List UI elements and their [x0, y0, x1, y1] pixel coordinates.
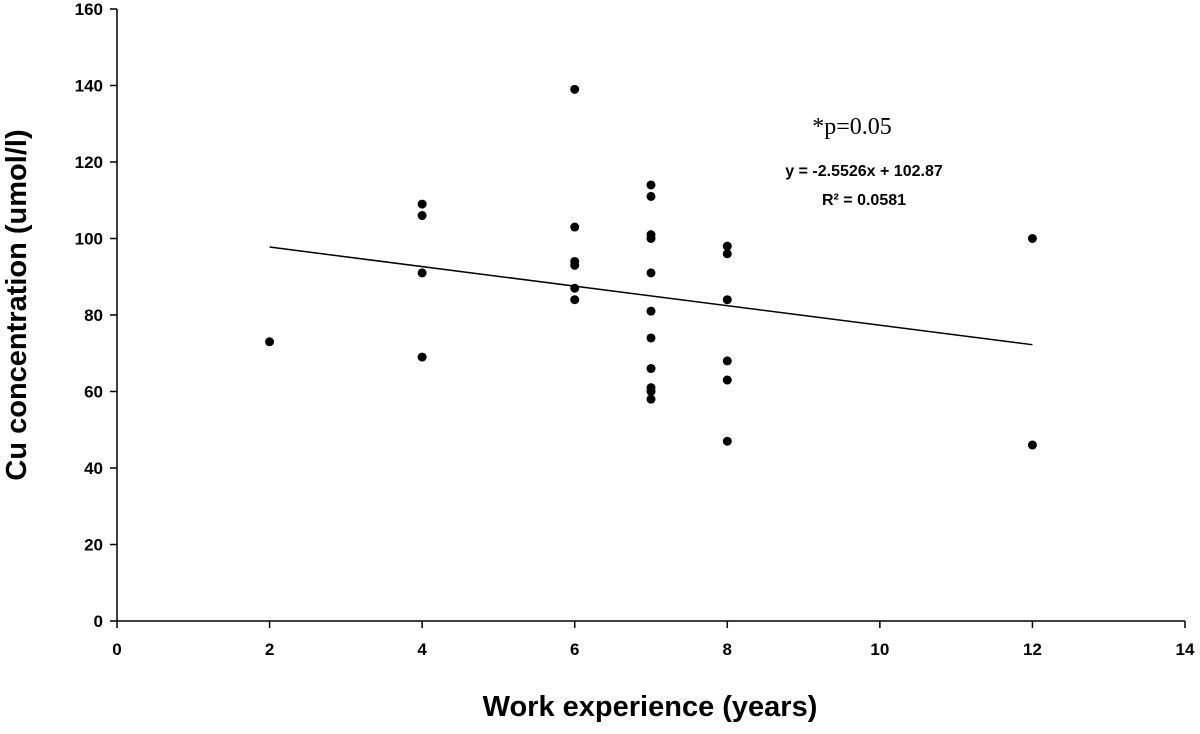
- data-point: [646, 268, 656, 278]
- tick-labels: 0 20 40 60 80 100 120 140 160 0 2 4 6 8 10 12 14: [75, 0, 1195, 659]
- data-point: [1027, 440, 1037, 450]
- x-tick-label: 2: [265, 640, 274, 659]
- y-tick-label: 160: [75, 0, 103, 19]
- data-point: [722, 375, 732, 385]
- y-axis-title: Cu concentration (umol/l): [1, 129, 33, 480]
- data-point: [570, 260, 580, 270]
- data-point: [646, 394, 656, 404]
- data-point: [417, 199, 427, 209]
- regression-equation: y = -2.5526x + 102.87: [785, 163, 943, 180]
- y-tick-label: 60: [84, 383, 103, 402]
- y-tick-label: 20: [84, 536, 103, 555]
- x-tick-label: 6: [570, 640, 579, 659]
- y-tick-label: 140: [75, 77, 103, 96]
- x-tick-label: 4: [417, 640, 427, 659]
- data-point: [646, 234, 656, 243]
- x-tick-label: 8: [723, 640, 732, 659]
- data-point: [722, 241, 732, 251]
- data-point: [570, 295, 580, 305]
- data-point: [417, 268, 427, 278]
- y-tick-label: 80: [84, 306, 103, 325]
- data-point: [646, 306, 656, 316]
- p-value-annotation: *p=0.05: [812, 114, 892, 140]
- data-point: [417, 211, 427, 221]
- data-point: [646, 180, 656, 190]
- y-tick-label: 0: [94, 612, 103, 631]
- y-tick-label: 100: [75, 230, 103, 249]
- x-tick-label: 12: [1023, 640, 1042, 659]
- data-point: [646, 191, 656, 201]
- data-point: [646, 333, 656, 343]
- data-point: [570, 84, 580, 94]
- data-points: [265, 84, 1037, 450]
- y-tick-label: 40: [84, 459, 103, 478]
- data-point: [646, 387, 656, 396]
- r-squared-annotation: R² = 0.0581: [822, 192, 906, 209]
- data-point: [722, 356, 732, 366]
- data-point: [722, 249, 732, 259]
- data-point: [570, 283, 580, 293]
- x-tick-label: 0: [112, 640, 121, 659]
- data-point: [1027, 234, 1037, 243]
- x-tick-label: 14: [1176, 640, 1195, 659]
- trendline: [269, 246, 1033, 346]
- data-point: [722, 436, 732, 446]
- x-axis-title: Work experience (years): [483, 691, 818, 723]
- data-point: [570, 222, 580, 232]
- y-tick-label: 120: [75, 153, 103, 172]
- data-point: [722, 295, 732, 305]
- x-tick-label: 10: [870, 640, 889, 659]
- data-point: [646, 364, 656, 374]
- data-point: [265, 337, 275, 347]
- axes: [110, 8, 1186, 628]
- data-point: [417, 352, 427, 362]
